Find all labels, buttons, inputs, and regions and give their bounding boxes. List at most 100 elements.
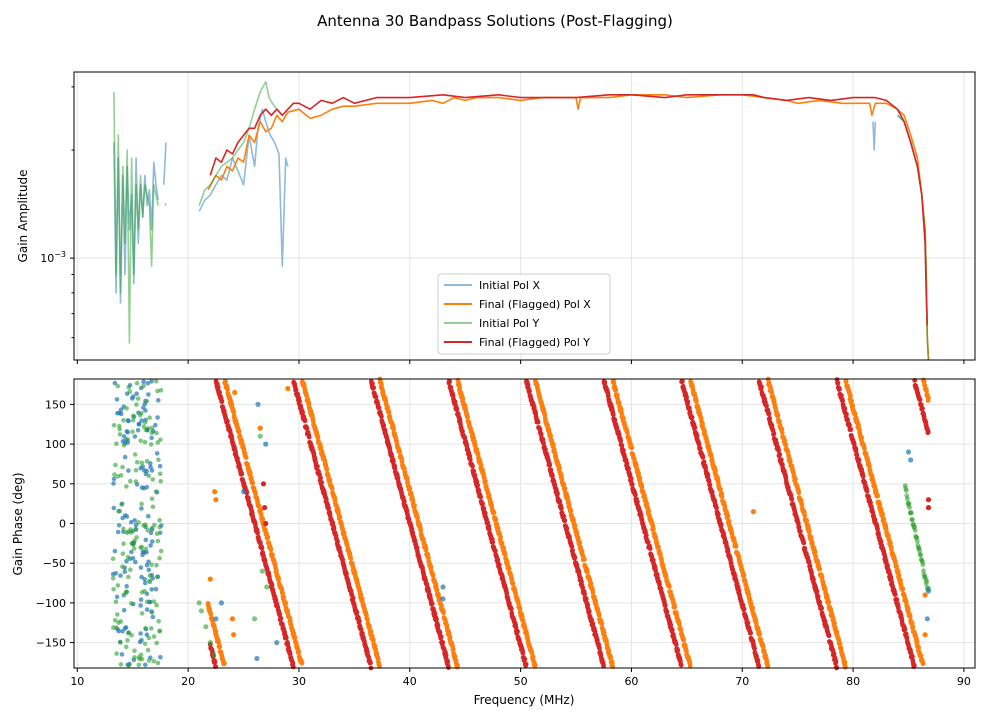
- phase-point: [888, 540, 893, 546]
- phase-point: [356, 618, 362, 624]
- phase-point: [127, 389, 133, 394]
- phase-point: [391, 426, 396, 432]
- phase-point: [148, 543, 153, 548]
- phase-point: [894, 597, 900, 602]
- phase-point: [123, 644, 129, 650]
- phase-point: [149, 379, 154, 384]
- phase-point: [140, 549, 146, 554]
- phase-point: [119, 502, 124, 507]
- amplitude-series-line: [163, 142, 167, 185]
- phase-point: [557, 499, 563, 505]
- phase-point: [126, 662, 131, 668]
- phase-point: [274, 640, 280, 646]
- phase-point: [878, 539, 884, 544]
- phase-point: [150, 539, 155, 544]
- phase-point: [903, 488, 909, 493]
- phase-point: [133, 479, 139, 484]
- figure-title: Antenna 30 Bandpass Solutions (Post-Flag…: [317, 12, 673, 30]
- phase-point: [121, 541, 126, 546]
- phase-point: [452, 654, 458, 659]
- phase-point: [797, 528, 803, 534]
- phase-point: [761, 649, 767, 655]
- phase-point: [522, 656, 528, 662]
- phase-point: [281, 594, 287, 600]
- phase-point: [121, 442, 127, 448]
- phase-point: [745, 620, 751, 626]
- phase-point: [440, 584, 446, 590]
- phase-point: [270, 552, 275, 558]
- phase-point: [548, 467, 554, 473]
- phase-x-tick-label: 20: [181, 675, 195, 688]
- phase-point: [799, 502, 805, 508]
- phase-point: [920, 562, 926, 567]
- phase-point: [718, 486, 723, 492]
- phase-point: [145, 647, 151, 653]
- phase-point: [124, 514, 130, 519]
- phase-point: [113, 462, 118, 468]
- phase-point: [110, 576, 116, 581]
- phase-point: [450, 393, 456, 398]
- phase-point: [114, 441, 119, 447]
- phase-point: [302, 418, 308, 424]
- phase-y-tick-label: 50: [52, 478, 66, 491]
- phase-point: [112, 472, 117, 477]
- phase-point: [432, 611, 438, 616]
- phase-point: [580, 585, 586, 591]
- phase-point: [601, 663, 606, 669]
- phase-point: [570, 548, 575, 553]
- phase-point: [448, 384, 454, 390]
- phase-point: [837, 641, 843, 647]
- phase-point: [925, 505, 932, 511]
- phase-point: [264, 584, 270, 590]
- phase-point: [335, 539, 340, 545]
- phase-point: [428, 564, 434, 570]
- phase-point: [454, 406, 460, 412]
- phase-point: [440, 608, 446, 614]
- phase-point: [418, 528, 424, 533]
- phase-point: [111, 423, 117, 428]
- phase-point: [844, 411, 849, 417]
- phase-point: [117, 508, 123, 514]
- phase-point: [917, 548, 922, 553]
- phase-point: [910, 654, 915, 660]
- phase-point: [433, 583, 439, 589]
- phase-point: [892, 592, 898, 597]
- phase-point: [579, 548, 585, 554]
- phase-point: [440, 596, 446, 602]
- phase-point: [680, 379, 685, 384]
- phase-point: [447, 379, 452, 385]
- phase-point: [318, 445, 324, 451]
- phase-point: [908, 510, 914, 516]
- phase-point: [278, 615, 284, 621]
- phase-point: [713, 468, 718, 473]
- phase-point: [365, 617, 370, 622]
- phase-point: [916, 645, 922, 651]
- phase-point: [896, 572, 902, 578]
- phase-point: [213, 497, 219, 503]
- phase-point: [293, 640, 299, 645]
- phase-point: [113, 625, 119, 630]
- phase-point: [207, 576, 213, 582]
- phase-point: [158, 388, 164, 393]
- phase-point: [258, 540, 263, 546]
- phase-point: [141, 523, 146, 528]
- phase-y-tick-label: −100: [36, 597, 66, 610]
- phase-point: [125, 638, 130, 643]
- phase-point: [654, 572, 660, 577]
- phase-point: [150, 504, 156, 510]
- phase-point: [577, 540, 583, 546]
- phase-point: [318, 475, 323, 481]
- phase-point: [149, 610, 155, 615]
- phase-point: [120, 551, 126, 557]
- phase-point: [471, 468, 477, 474]
- phase-point: [430, 573, 436, 578]
- phase-point: [261, 553, 266, 559]
- phase-point: [501, 545, 507, 551]
- phase-point: [141, 405, 146, 410]
- phase-point: [750, 509, 757, 515]
- phase-point: [141, 485, 147, 491]
- amplitude-axes-frame: [73, 71, 976, 361]
- phase-point: [129, 541, 134, 546]
- phase-point: [849, 398, 854, 404]
- phase-point: [733, 544, 739, 549]
